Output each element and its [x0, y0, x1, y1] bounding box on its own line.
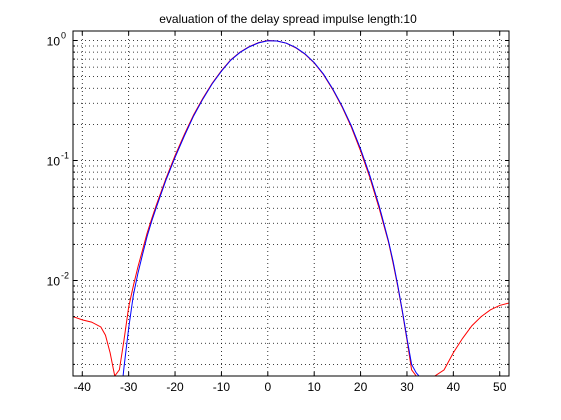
series-line-1 — [73, 39, 509, 376]
x-tick-label: -10 — [213, 380, 231, 394]
x-tick-label: 10 — [308, 380, 322, 394]
axes-box — [72, 30, 510, 377]
tick-layer — [73, 31, 509, 376]
series-line-2 — [122, 40, 420, 376]
x-tick-label: 0 — [264, 380, 271, 394]
chart-title: evaluation of the delay spread impulse l… — [159, 12, 417, 26]
series-layer — [73, 39, 509, 376]
x-tick-label: 20 — [354, 380, 368, 394]
y-tick-exponent: -1 — [61, 150, 69, 160]
y-tick-exponent: 0 — [61, 31, 66, 41]
y-tick-exponent: -2 — [61, 270, 69, 280]
y-tick-label: 10 — [47, 274, 61, 288]
y-tick-label: 10 — [47, 35, 61, 49]
x-tick-label: -40 — [74, 380, 92, 394]
x-tick-label: 50 — [493, 380, 507, 394]
grid-layer — [73, 31, 509, 376]
x-tick-label: 30 — [400, 380, 414, 394]
x-tick-label: -20 — [166, 380, 184, 394]
x-tick-label: -30 — [120, 380, 138, 394]
x-tick-label: 40 — [447, 380, 461, 394]
y-tick-label: 10 — [47, 154, 61, 168]
